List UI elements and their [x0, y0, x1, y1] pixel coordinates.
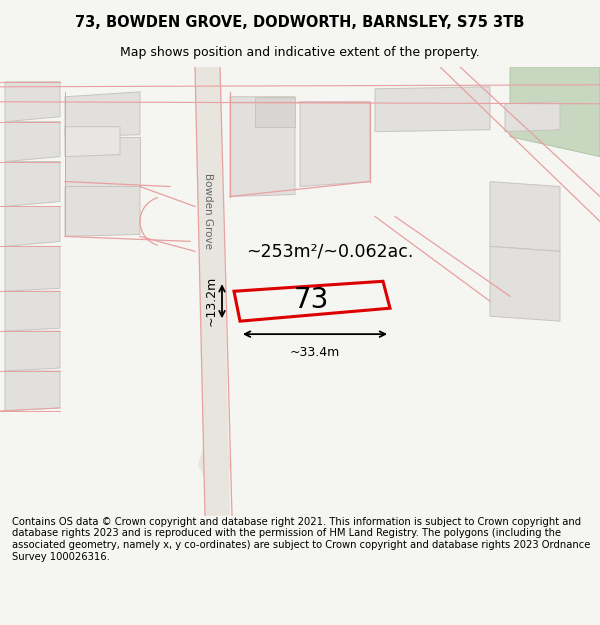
- Polygon shape: [65, 127, 120, 157]
- Text: 73, BOWDEN GROVE, DODWORTH, BARNSLEY, S75 3TB: 73, BOWDEN GROVE, DODWORTH, BARNSLEY, S7…: [76, 15, 524, 30]
- Polygon shape: [230, 97, 295, 196]
- Text: Contains OS data © Crown copyright and database right 2021. This information is : Contains OS data © Crown copyright and d…: [12, 517, 590, 562]
- Polygon shape: [510, 67, 600, 157]
- Text: ~33.4m: ~33.4m: [290, 346, 340, 359]
- Text: 73: 73: [294, 286, 329, 314]
- Polygon shape: [490, 181, 560, 251]
- Polygon shape: [5, 162, 60, 206]
- Polygon shape: [255, 97, 295, 127]
- Polygon shape: [65, 186, 140, 236]
- Polygon shape: [65, 137, 140, 186]
- Polygon shape: [505, 102, 560, 132]
- Polygon shape: [65, 92, 140, 137]
- Polygon shape: [5, 291, 60, 331]
- Polygon shape: [195, 67, 230, 516]
- Polygon shape: [5, 331, 60, 371]
- Text: ~253m²/~0.062ac.: ~253m²/~0.062ac.: [247, 242, 413, 261]
- Text: Bowden Grove: Bowden Grove: [203, 174, 213, 249]
- Polygon shape: [300, 102, 370, 186]
- Polygon shape: [5, 246, 60, 291]
- Polygon shape: [490, 246, 560, 321]
- Polygon shape: [5, 206, 60, 246]
- Polygon shape: [5, 82, 60, 122]
- Polygon shape: [198, 441, 232, 486]
- Polygon shape: [375, 87, 490, 132]
- Text: ~13.2m: ~13.2m: [205, 276, 218, 326]
- Text: Map shows position and indicative extent of the property.: Map shows position and indicative extent…: [120, 46, 480, 59]
- Polygon shape: [5, 371, 60, 411]
- Polygon shape: [5, 122, 60, 162]
